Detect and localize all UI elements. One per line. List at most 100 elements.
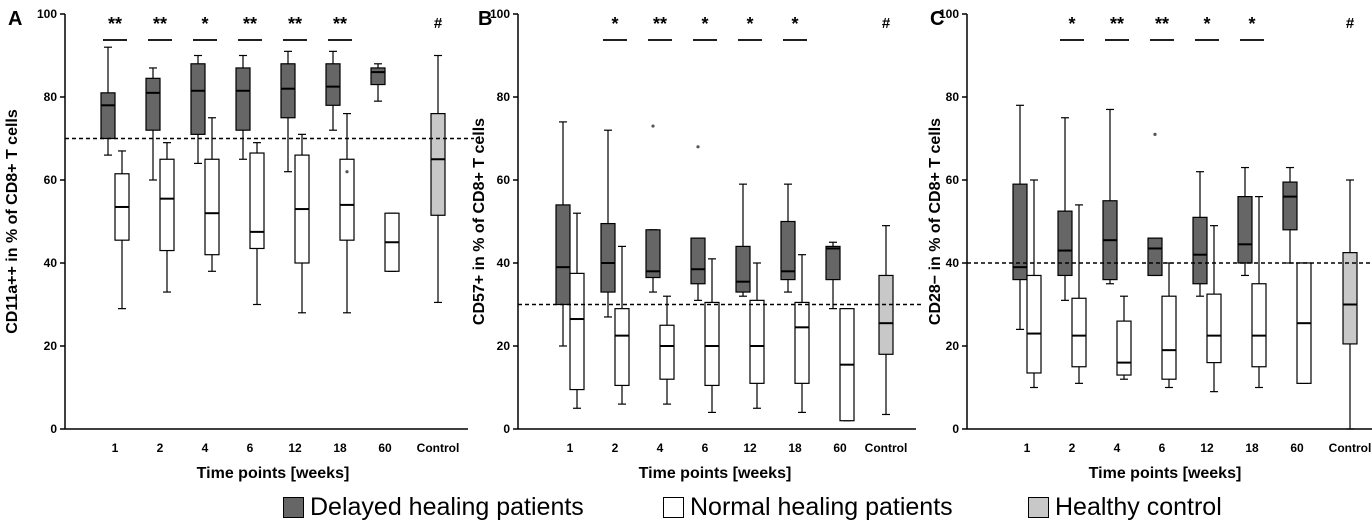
panel-c-x-tick-label: 60 xyxy=(1290,441,1304,455)
panel-b-y-tick-label: 20 xyxy=(497,339,511,353)
panel-c-significance-label: ** xyxy=(1110,14,1124,34)
panel-b-normal-box xyxy=(570,273,584,389)
panel-c-normal-box xyxy=(1162,296,1176,379)
panel-a-x-tick-label: 60 xyxy=(378,441,392,455)
panel-b-x-tick-label: 4 xyxy=(657,441,664,455)
panel-c-delayed-box xyxy=(1148,238,1162,275)
panel-a-significance-label: ** xyxy=(333,14,347,34)
panel-a-delayed-box xyxy=(236,68,250,130)
panel-a-delayed-box xyxy=(326,64,340,106)
panel-b-normal-box xyxy=(750,300,764,383)
legend-item-delayed: Delayed healing patients xyxy=(283,490,584,524)
panel-b-normal-box xyxy=(705,302,719,385)
panel-b-x-tick-label: 12 xyxy=(743,441,757,455)
panel-c-significance-label: ** xyxy=(1155,14,1169,34)
panel-c-delayed-outlier xyxy=(1153,133,1156,136)
panel-a-x-tick-label: Control xyxy=(417,441,460,455)
panel-a-y-tick-label: 40 xyxy=(44,256,58,270)
panel-b-delayed-outlier xyxy=(651,124,654,127)
panel-a-normal-box xyxy=(250,153,264,248)
panel-a-significance-hash: # xyxy=(434,15,443,32)
panel-a-y-tick-label: 60 xyxy=(44,173,58,187)
legend-swatch-control xyxy=(1028,497,1049,518)
panel-a-x-axis-title: Time points [weeks] xyxy=(197,465,350,482)
panel-b-delayed-box xyxy=(826,246,840,279)
panel-a-delayed-box xyxy=(281,64,295,118)
panel-c-x-tick-label: 6 xyxy=(1159,441,1166,455)
panel-b-x-tick-label: 1 xyxy=(567,441,574,455)
panel-c-delayed-box xyxy=(1193,217,1207,283)
panel-b-delayed-box xyxy=(736,246,750,292)
panel-b-delayed-box xyxy=(601,224,615,292)
panel-c-normal-box xyxy=(1207,294,1221,362)
panel-b-significance-hash: # xyxy=(882,15,891,32)
panel-b-significance-label: * xyxy=(611,14,618,34)
panel-b-x-tick-label: 60 xyxy=(833,441,847,455)
panel-c-x-tick-label: 2 xyxy=(1069,441,1076,455)
panel-a-delayed-box xyxy=(146,78,160,130)
panel-c-delayed-box xyxy=(1238,197,1252,263)
panel-a-significance-label: ** xyxy=(153,14,167,34)
panel-c-y-tick-label: 100 xyxy=(939,7,959,21)
panel-b-y-tick-label: 60 xyxy=(497,173,511,187)
legend-item-normal: Normal healing patients xyxy=(663,490,953,524)
panel-c-y-axis-title: CD28− in % of CD8+ T cells xyxy=(927,118,944,325)
panel-c-y-tick-label: 40 xyxy=(946,256,960,270)
panel-a-y-tick-label: 100 xyxy=(37,7,57,21)
panel-c-y-tick-label: 20 xyxy=(946,339,960,353)
panel-b-significance-label: * xyxy=(791,14,798,34)
panel-a-control-box xyxy=(431,114,445,216)
panel-c-normal-box xyxy=(1072,298,1086,366)
panel-b-y-axis-title: CD57+ in % of CD8+ T cells xyxy=(471,118,488,325)
panel-a-x-tick-label: 1 xyxy=(112,441,119,455)
legend-swatch-delayed xyxy=(283,497,304,518)
panel-a-significance-label: ** xyxy=(108,14,122,34)
panel-b-significance-label: * xyxy=(701,14,708,34)
panel-b-y-tick-label: 80 xyxy=(497,90,511,104)
panel-a-significance-label: * xyxy=(201,14,208,34)
panel-a-y-tick-label: 20 xyxy=(44,339,58,353)
panel-c-y-tick-label: 60 xyxy=(946,173,960,187)
panel-c-control-box xyxy=(1343,253,1357,344)
panel-a-normal-outlier xyxy=(345,170,348,173)
panel-b-delayed-outlier xyxy=(696,145,699,148)
panel-a-x-tick-label: 2 xyxy=(157,441,164,455)
panel-a-y-tick-label: 0 xyxy=(50,422,57,436)
legend: Delayed healing patients Normal healing … xyxy=(0,490,1372,524)
panel-b-normal-box xyxy=(795,302,809,383)
panel-c-x-tick-label: Control xyxy=(1329,441,1372,455)
panel-b-control-box xyxy=(879,275,893,354)
panel-b-x-tick-label: 6 xyxy=(702,441,709,455)
panel-b-normal-box xyxy=(615,309,629,386)
panel-a-normal-box xyxy=(160,159,174,250)
panel-a-delayed-box xyxy=(371,68,385,85)
panel-c-significance-label: * xyxy=(1248,14,1255,34)
panel-a-y-tick-label: 80 xyxy=(44,90,58,104)
panel-b-delayed-box xyxy=(691,238,705,284)
panel-c-x-tick-label: 12 xyxy=(1200,441,1214,455)
panel-c-delayed-box xyxy=(1013,184,1027,279)
panel-b-y-tick-label: 0 xyxy=(503,422,510,436)
panel-b-x-tick-label: Control xyxy=(865,441,908,455)
panel-b-x-tick-label: 18 xyxy=(788,441,802,455)
panel-b-normal-box xyxy=(660,325,674,379)
panel-c-normal-box xyxy=(1117,321,1131,375)
panel-a-x-tick-label: 6 xyxy=(247,441,254,455)
panel-c-delayed-box xyxy=(1283,182,1297,230)
panel-c-x-axis-title: Time points [weeks] xyxy=(1089,465,1242,482)
panel-b-x-tick-label: 2 xyxy=(612,441,619,455)
panel-a-delayed-box xyxy=(191,64,205,135)
panel-a-x-tick-label: 12 xyxy=(288,441,302,455)
panel-a-delayed-box xyxy=(101,93,115,139)
panel-b-significance-label: ** xyxy=(653,14,667,34)
panel-c-y-tick-label: 0 xyxy=(952,422,959,436)
panel-a-x-tick-label: 4 xyxy=(202,441,209,455)
legend-label-control: Healthy control xyxy=(1055,493,1222,522)
panel-a-normal-box xyxy=(205,159,219,254)
panel-a-letter: A xyxy=(8,8,22,30)
panel-c-significance-hash: # xyxy=(1346,15,1355,32)
panel-c-normal-box xyxy=(1027,275,1041,373)
panel-c-delayed-box xyxy=(1058,211,1072,275)
panel-a-significance-label: ** xyxy=(288,14,302,34)
